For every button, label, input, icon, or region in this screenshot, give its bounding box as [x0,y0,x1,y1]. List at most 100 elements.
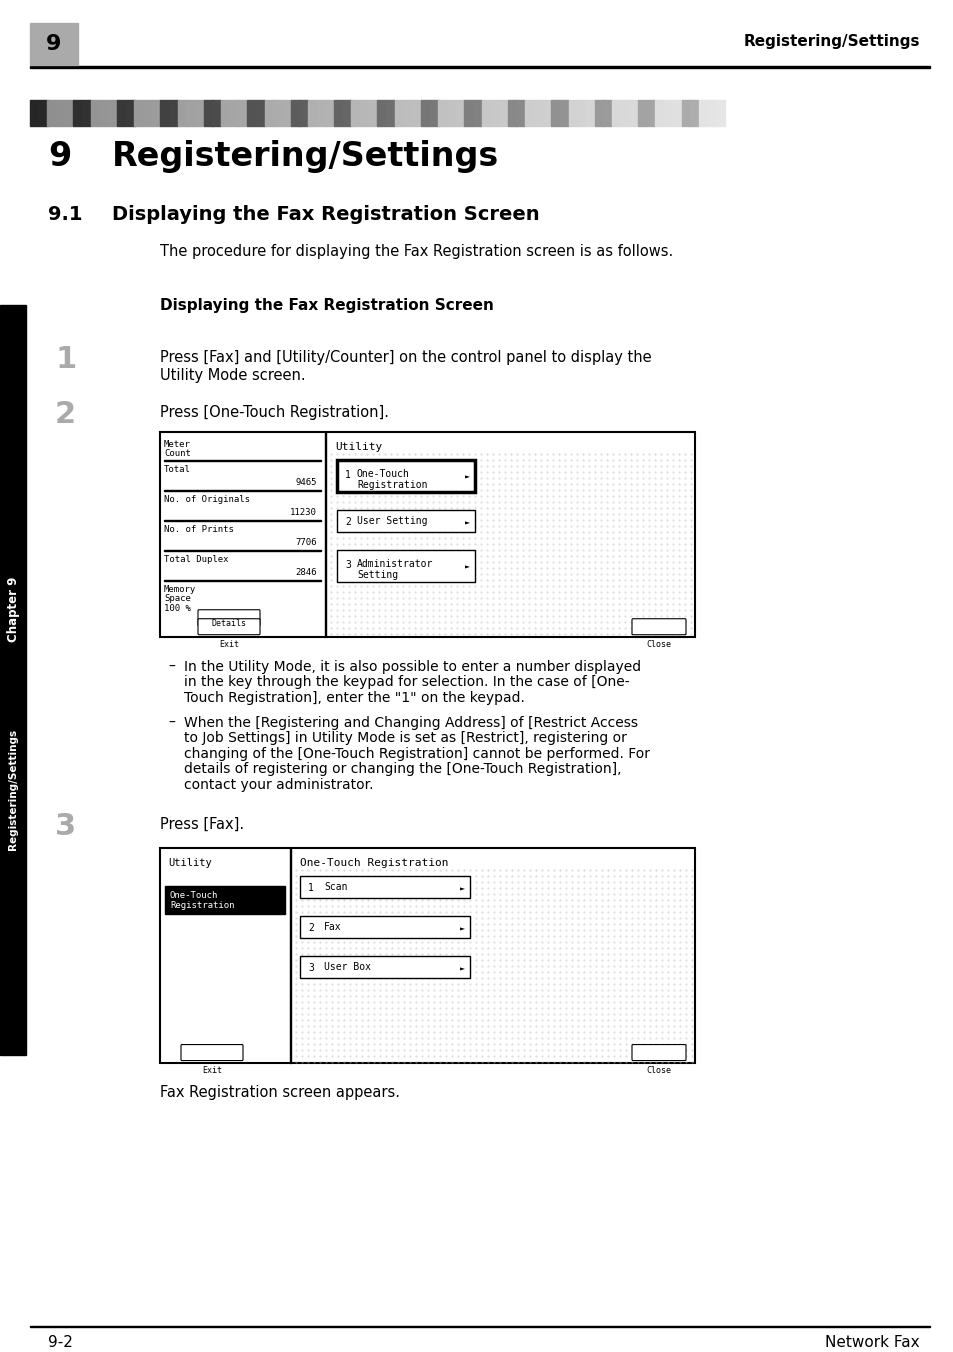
Bar [663,100,673,126]
Text: 11230: 11230 [290,508,316,516]
Bar [612,100,620,126]
Text: Details: Details [212,619,246,627]
Bar [73,100,82,126]
Text: Total: Total [164,465,191,473]
Bar [282,100,291,126]
Bar [30,23,78,65]
Text: Close: Close [646,639,671,649]
Bar [308,100,316,126]
Text: 3: 3 [345,560,351,569]
Text: Chapter 9: Chapter 9 [7,577,19,642]
Bar [336,510,475,531]
Bar [291,100,299,126]
Text: 2: 2 [55,400,76,429]
Bar [629,100,638,126]
Text: Close: Close [646,1065,671,1075]
Bar [143,100,152,126]
Bar [152,100,160,126]
Text: Count: Count [164,449,191,458]
Text: User Box: User Box [324,961,371,972]
Bar [369,100,377,126]
Bar [48,100,56,126]
Text: Utility: Utility [168,857,212,868]
Bar [525,100,534,126]
Bar [594,100,603,126]
FancyBboxPatch shape [181,1045,243,1060]
Bar [420,100,430,126]
Text: In the Utility Mode, it is also possible to enter a number displayed: In the Utility Mode, it is also possible… [184,660,640,673]
Text: Meter: Meter [164,439,191,449]
Bar [177,100,187,126]
Text: The procedure for displaying the Fax Registration screen is as follows.: The procedure for displaying the Fax Reg… [160,245,673,260]
Text: contact your administrator.: contact your administrator. [184,777,374,792]
Bar [247,100,256,126]
Bar [134,100,143,126]
Bar [585,100,595,126]
Text: Administrator: Administrator [356,558,433,569]
Bar [39,100,48,126]
Bar [456,100,464,126]
Bar [56,100,65,126]
Bar [213,100,221,126]
Bar [638,100,646,126]
Bar [699,100,707,126]
Bar [0,304,26,1055]
Text: No. of Prints: No. of Prints [164,525,233,534]
Bar [160,431,695,637]
Text: One-Touch: One-Touch [356,469,410,479]
Text: When the [Registering and Changing Address] of [Restrict Access: When the [Registering and Changing Addre… [184,715,638,730]
Bar [91,100,100,126]
Text: Exit: Exit [219,639,239,649]
Text: User Setting: User Setting [356,515,427,526]
Text: Space: Space [164,594,191,603]
Bar [194,100,204,126]
Text: in the key through the keypad for selection. In the case of [One-: in the key through the keypad for select… [184,675,629,690]
Text: to Job Settings] in Utility Mode is set as [Restrict], registering or: to Job Settings] in Utility Mode is set … [184,731,626,745]
Bar [412,100,421,126]
Bar [690,100,699,126]
Text: Displaying the Fax Registration Screen: Displaying the Fax Registration Screen [160,297,494,312]
Bar [490,100,499,126]
Bar [126,100,134,126]
Text: 2846: 2846 [295,568,316,577]
Bar [437,100,447,126]
Text: Registering/Settings: Registering/Settings [8,729,18,850]
Text: 1: 1 [345,469,351,480]
Text: Registration: Registration [170,900,234,910]
Bar [351,100,360,126]
Text: Memory: Memory [164,585,196,594]
Bar [273,100,282,126]
Bar [429,100,438,126]
Bar [108,100,117,126]
Text: ►: ► [459,884,464,894]
Bar [65,100,73,126]
Text: Registering/Settings: Registering/Settings [112,141,498,173]
Bar [230,100,238,126]
Text: 9465: 9465 [295,477,316,487]
Bar [516,100,525,126]
Text: 3: 3 [308,963,314,972]
Bar [386,100,395,126]
Bar [707,100,716,126]
Text: Utility Mode screen.: Utility Mode screen. [160,368,305,383]
FancyBboxPatch shape [631,1045,685,1060]
Text: 9: 9 [48,141,71,173]
Text: 9.1: 9.1 [48,206,82,224]
Text: 1: 1 [308,883,314,892]
Bar [186,100,195,126]
Bar [464,100,473,126]
Bar [299,876,470,898]
Text: 2: 2 [345,516,351,527]
Text: –: – [168,660,174,673]
Text: –: – [168,715,174,730]
Text: ►: ► [464,473,470,481]
Bar [204,100,213,126]
Text: Exit: Exit [202,1065,222,1075]
Bar [325,431,326,637]
Bar [255,100,265,126]
Bar [99,100,109,126]
Bar [165,886,285,914]
Bar [359,100,369,126]
Bar [680,100,690,126]
Text: Total Duplex: Total Duplex [164,554,229,564]
